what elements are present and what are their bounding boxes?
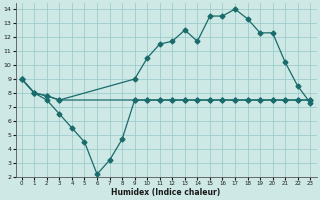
X-axis label: Humidex (Indice chaleur): Humidex (Indice chaleur)	[111, 188, 221, 197]
